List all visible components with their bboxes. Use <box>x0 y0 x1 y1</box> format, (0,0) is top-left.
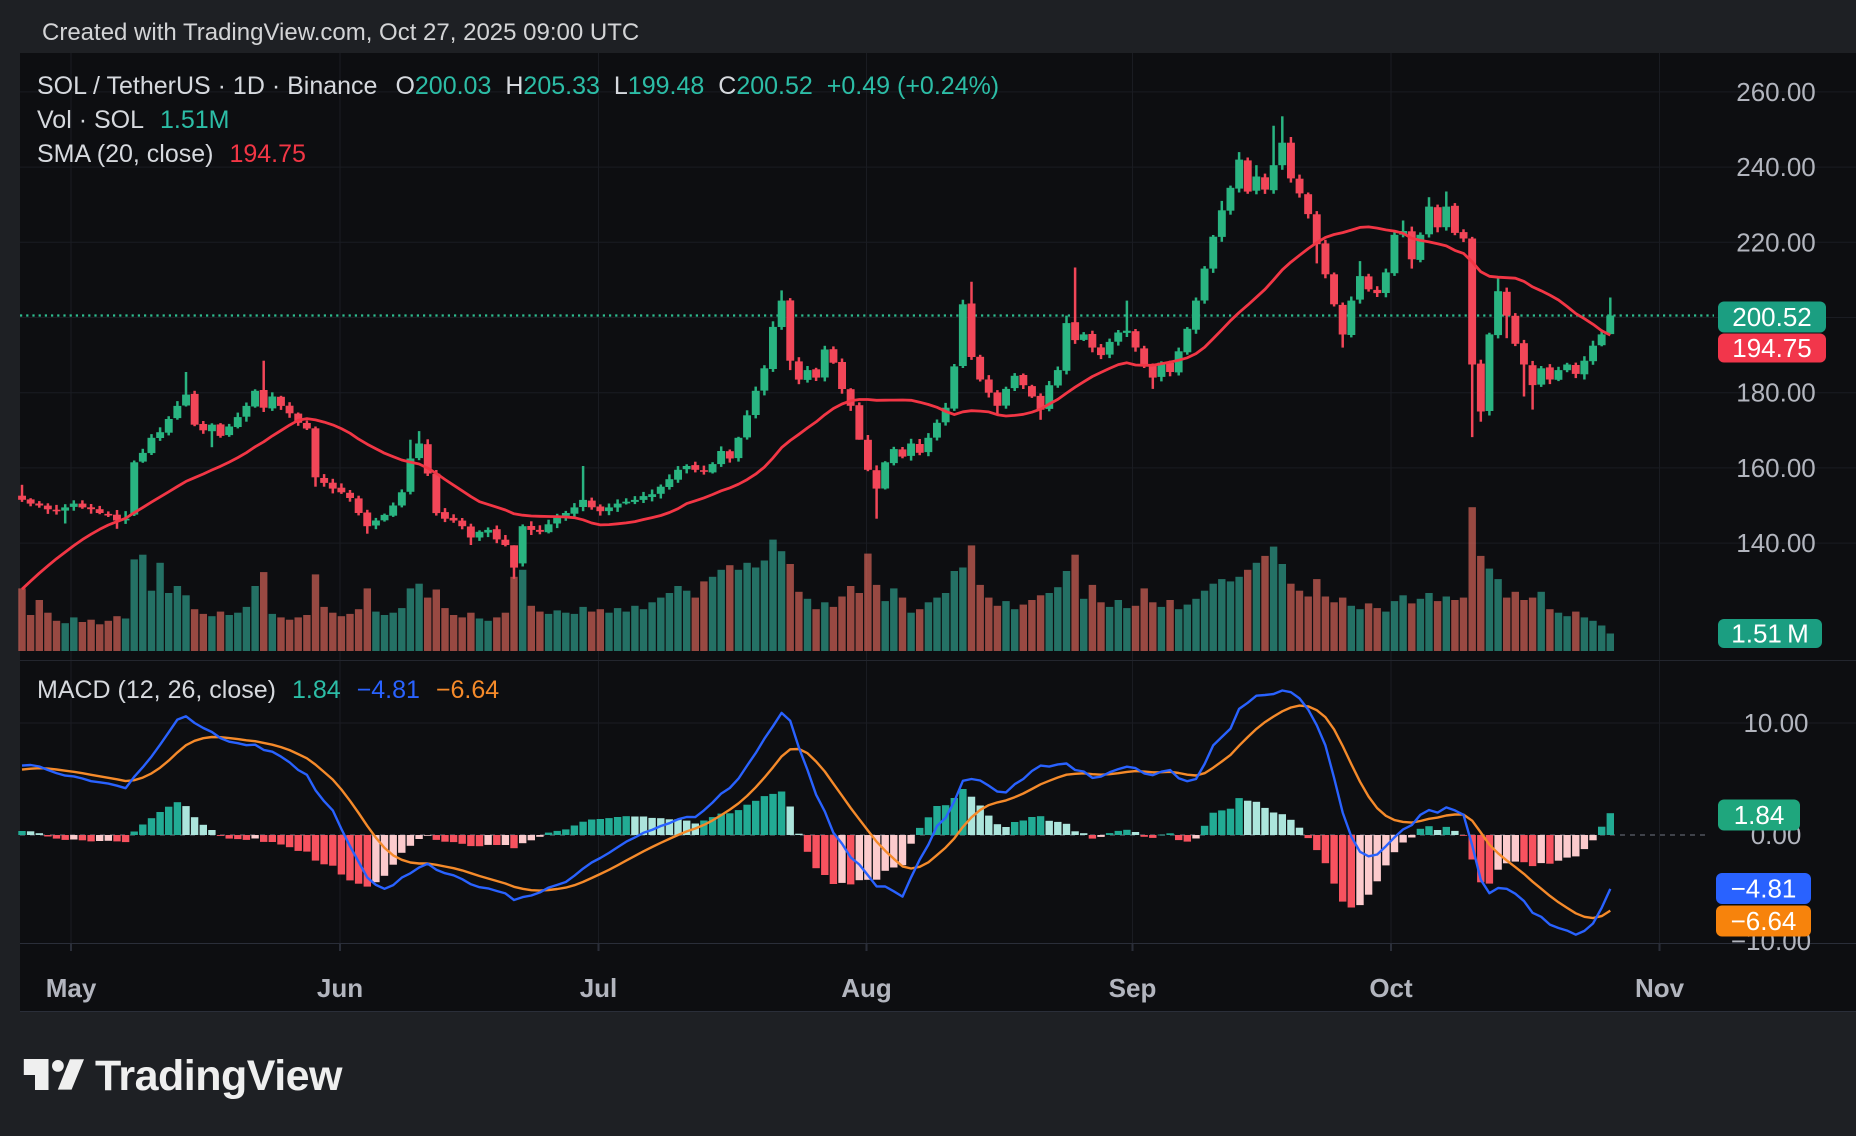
svg-text:TradingView: TradingView <box>95 1052 343 1100</box>
svg-text:240.00: 240.00 <box>1736 152 1816 182</box>
svg-text:140.00: 140.00 <box>1736 528 1816 558</box>
svg-text:May: May <box>46 973 97 1003</box>
svg-text:1.51 M: 1.51 M <box>1731 619 1808 649</box>
svg-text:194.75: 194.75 <box>1732 333 1812 363</box>
svg-text:Jun: Jun <box>317 973 363 1003</box>
svg-text:10.00: 10.00 <box>1743 708 1808 738</box>
svg-text:−6.64: −6.64 <box>1731 906 1797 936</box>
svg-text:SMA (20, close)194.75: SMA (20, close) 194.75 <box>37 140 306 168</box>
svg-text:Nov: Nov <box>1635 973 1685 1003</box>
svg-text:Aug: Aug <box>841 973 892 1003</box>
svg-text:220.00: 220.00 <box>1736 227 1816 257</box>
svg-text:Created with TradingView.com,: Created with TradingView.com, Oct 27, 20… <box>42 19 639 46</box>
svg-text:Jul: Jul <box>580 973 618 1003</box>
svg-text:260.00: 260.00 <box>1736 77 1816 107</box>
svg-text:180.00: 180.00 <box>1736 378 1816 408</box>
svg-text:Sep: Sep <box>1109 973 1157 1003</box>
svg-text:−4.81: −4.81 <box>1731 874 1797 904</box>
svg-text:160.00: 160.00 <box>1736 453 1816 483</box>
svg-text:Oct: Oct <box>1369 973 1413 1003</box>
svg-text:1.84: 1.84 <box>1734 800 1785 830</box>
svg-text:200.52: 200.52 <box>1732 302 1812 332</box>
